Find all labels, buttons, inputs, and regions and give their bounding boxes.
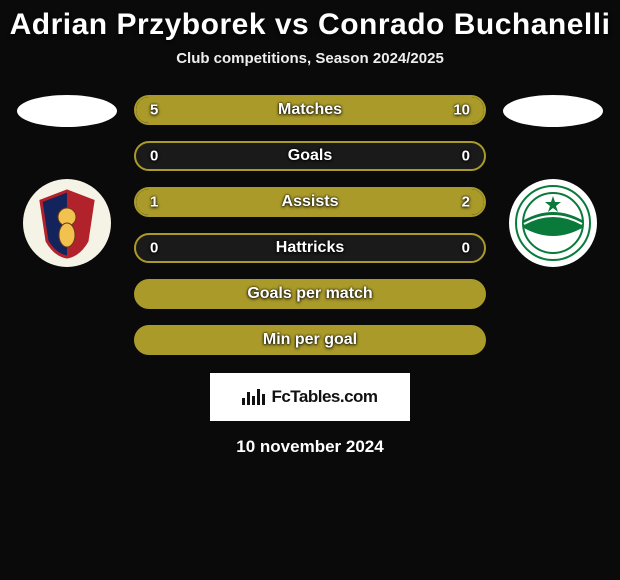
right-flag-ellipse [503,95,603,127]
stat-value-right: 0 [462,240,470,257]
stat-value-right: 2 [462,194,470,211]
stat-value-right: 10 [453,102,470,119]
stat-label: Goals [288,147,332,165]
stat-bar-hattricks: Hattricks 0 0 [134,233,486,263]
left-player-column [12,95,122,267]
left-flag-ellipse [17,95,117,127]
stat-value-right: 0 [462,148,470,165]
fctables-watermark: FcTables.com [210,373,410,421]
stat-label: Hattricks [276,239,344,257]
stat-label: Min per goal [263,331,357,349]
stat-bar-min-per-goal: Min per goal [134,325,486,355]
comparison-row: Matches510Goals00Assists12Hattricks00Goa… [0,95,620,355]
left-club-badge [23,179,111,267]
stat-bar-goals: Goals 0 0 [134,141,486,171]
stat-value-left: 1 [150,194,158,211]
stat-value-left: 0 [150,148,158,165]
subtitle: Club competitions, Season 2024/2025 [0,50,620,67]
fctables-text: FcTables.com [271,387,377,407]
stat-value-left: 5 [150,102,158,119]
stat-value-left: 0 [150,240,158,257]
date-label: 10 november 2024 [0,437,620,457]
fctables-logo-icon [242,389,265,405]
stat-bar-matches: Matches 5 10 [134,95,486,125]
stat-label: Goals per match [247,285,372,303]
stat-bars-column: Matches510Goals00Assists12Hattricks00Goa… [134,95,486,355]
stat-bar-goals-per-match: Goals per match [134,279,486,309]
page-title: Adrian Przyborek vs Conrado Buchanelli [0,8,620,42]
stat-bar-assists: Assists 1 2 [134,187,486,217]
right-club-badge [509,179,597,267]
right-player-column [498,95,608,267]
stat-label: Matches [278,101,342,119]
stat-label: Assists [282,193,339,211]
